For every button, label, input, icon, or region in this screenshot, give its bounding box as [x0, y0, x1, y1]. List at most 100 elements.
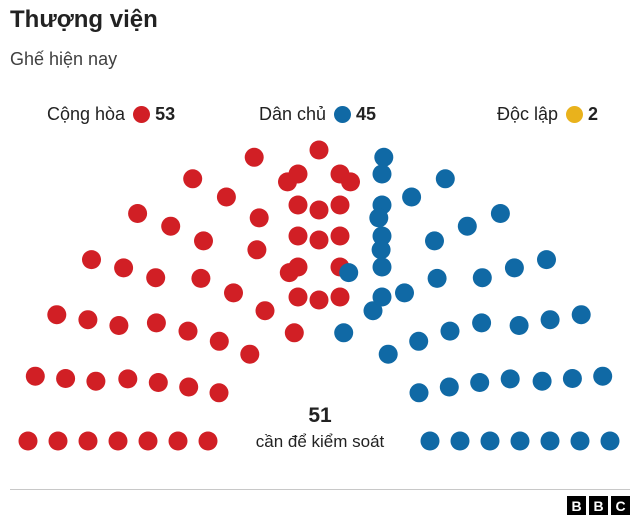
seat-Cộng hòa	[183, 169, 203, 189]
seat-Cộng hòa	[309, 200, 329, 220]
seat-Cộng hòa	[78, 310, 98, 330]
seat-Dân chủ	[562, 369, 582, 388]
seat-Dân chủ	[363, 301, 383, 321]
seat-Dân chủ	[439, 377, 459, 397]
seat-Cộng hòa	[161, 216, 181, 236]
chart-subtitle: Ghế hiện nay	[10, 49, 118, 69]
legend-value-democrat: 45	[356, 103, 377, 124]
seat-Dân chủ	[490, 204, 510, 223]
seat-Cộng hòa	[224, 283, 243, 303]
seat-Cộng hòa	[82, 250, 101, 270]
seat-Cộng hòa	[148, 373, 168, 392]
seat-Dân chủ	[570, 431, 590, 451]
seat-Cộng hòa	[114, 258, 134, 278]
legend-swatch-democrat	[334, 105, 352, 123]
seat-Dân chủ	[472, 268, 492, 288]
seat-Dân chủ	[450, 431, 470, 451]
seat-Dân chủ	[371, 240, 391, 260]
legend-label-republican: Cộng hòa	[47, 103, 126, 124]
seat-Dân chủ	[372, 257, 392, 277]
seat-Cộng hòa	[146, 268, 166, 288]
legend-swatch-independent	[566, 105, 584, 123]
seat-Cộng hòa	[240, 344, 260, 364]
seat-Dân chủ	[480, 431, 500, 451]
footer-divider	[10, 489, 630, 490]
seat-Cộng hòa	[288, 226, 308, 246]
majority-threshold-label: cần để kiểm soát	[255, 432, 385, 451]
seat-Cộng hòa	[330, 226, 350, 246]
bbc-logo: B B C	[567, 496, 630, 515]
legend-label-democrat: Dân chủ	[259, 103, 327, 124]
seat-Dân chủ	[540, 310, 560, 330]
seat-Cộng hòa	[191, 268, 211, 288]
seat-Dân chủ	[504, 258, 524, 278]
seat-Cộng hòa	[194, 231, 213, 251]
seat-Dân chủ	[372, 164, 392, 184]
seat-Cộng hòa	[255, 301, 275, 321]
seat-Dân chủ	[425, 231, 444, 251]
seat-Cộng hòa	[330, 195, 350, 215]
seat-Cộng hòa	[309, 230, 329, 250]
legend-swatch-republican	[133, 105, 151, 123]
seat-Cộng hòa	[146, 313, 166, 333]
seat-Cộng hòa	[288, 257, 308, 277]
seat-Cộng hòa	[288, 164, 308, 184]
seat-Dân chủ	[420, 431, 440, 451]
seat-Dân chủ	[409, 383, 429, 403]
seat-Dân chủ	[593, 366, 613, 386]
seat-Dân chủ	[540, 431, 560, 451]
seat-Dân chủ	[600, 431, 620, 451]
seat-Dân chủ	[402, 187, 422, 207]
seat-Cộng hòa	[249, 208, 269, 228]
seat-Cộng hòa	[309, 140, 329, 160]
seat-Cộng hòa	[86, 371, 106, 391]
seat-Dân chủ	[369, 208, 389, 228]
seat-Dân chủ	[395, 283, 414, 303]
seat-Dân chủ	[571, 305, 591, 325]
seat-Dân chủ	[374, 147, 394, 167]
seat-Dân chủ	[537, 250, 556, 270]
seat-Cộng hòa	[244, 147, 264, 167]
seat-Cộng hòa	[168, 431, 188, 451]
seat-Cộng hòa	[330, 287, 350, 307]
seat-Dân chủ	[334, 323, 354, 343]
seat-Cộng hòa	[109, 316, 129, 335]
seat-Dân chủ	[427, 268, 447, 288]
seat-Cộng hòa	[309, 290, 329, 310]
seat-Cộng hòa	[209, 383, 229, 403]
legend-item-republican: Cộng hòa 53	[47, 101, 175, 127]
seat-Cộng hòa	[108, 431, 128, 451]
seat-Cộng hòa	[48, 431, 68, 451]
seat-Cộng hòa	[284, 323, 304, 343]
legend-item-independent: Độc lập 2	[497, 101, 598, 127]
seat-Cộng hòa	[178, 321, 198, 341]
chart-title: Thượng viện	[10, 6, 158, 33]
seat-Dân chủ	[472, 313, 492, 333]
seat-Dân chủ	[372, 287, 392, 307]
legend-value-independent: 2	[588, 103, 599, 124]
seat-Cộng hòa	[25, 366, 45, 386]
seat-Dân chủ	[532, 371, 552, 391]
seat-Cộng hòa	[288, 287, 308, 307]
seat-Cộng hòa	[56, 369, 76, 388]
legend-label-independent: Độc lập	[497, 103, 559, 124]
seat-Cộng hòa	[118, 369, 138, 389]
seat-Cộng hòa	[209, 331, 229, 351]
bbc-logo-letter: C	[611, 496, 630, 515]
seat-Dân chủ	[470, 373, 490, 392]
seat-Dân chủ	[457, 216, 477, 236]
seat-Cộng hòa	[247, 240, 267, 260]
legend-item-democrat: Dân chủ 45	[259, 101, 376, 127]
seat-Dân chủ	[500, 369, 520, 389]
seat-Dân chủ	[378, 344, 398, 364]
seat-Dân chủ	[440, 321, 460, 341]
seat-Dân chủ	[409, 331, 429, 351]
seat-Dân chủ	[510, 431, 530, 451]
seat-Cộng hòa	[216, 187, 236, 207]
bbc-logo-letter: B	[589, 496, 608, 515]
seat-Cộng hòa	[198, 431, 218, 451]
seat-Cộng hòa	[341, 172, 360, 192]
seat-Cộng hòa	[138, 431, 158, 451]
seat-Cộng hòa	[78, 431, 98, 451]
